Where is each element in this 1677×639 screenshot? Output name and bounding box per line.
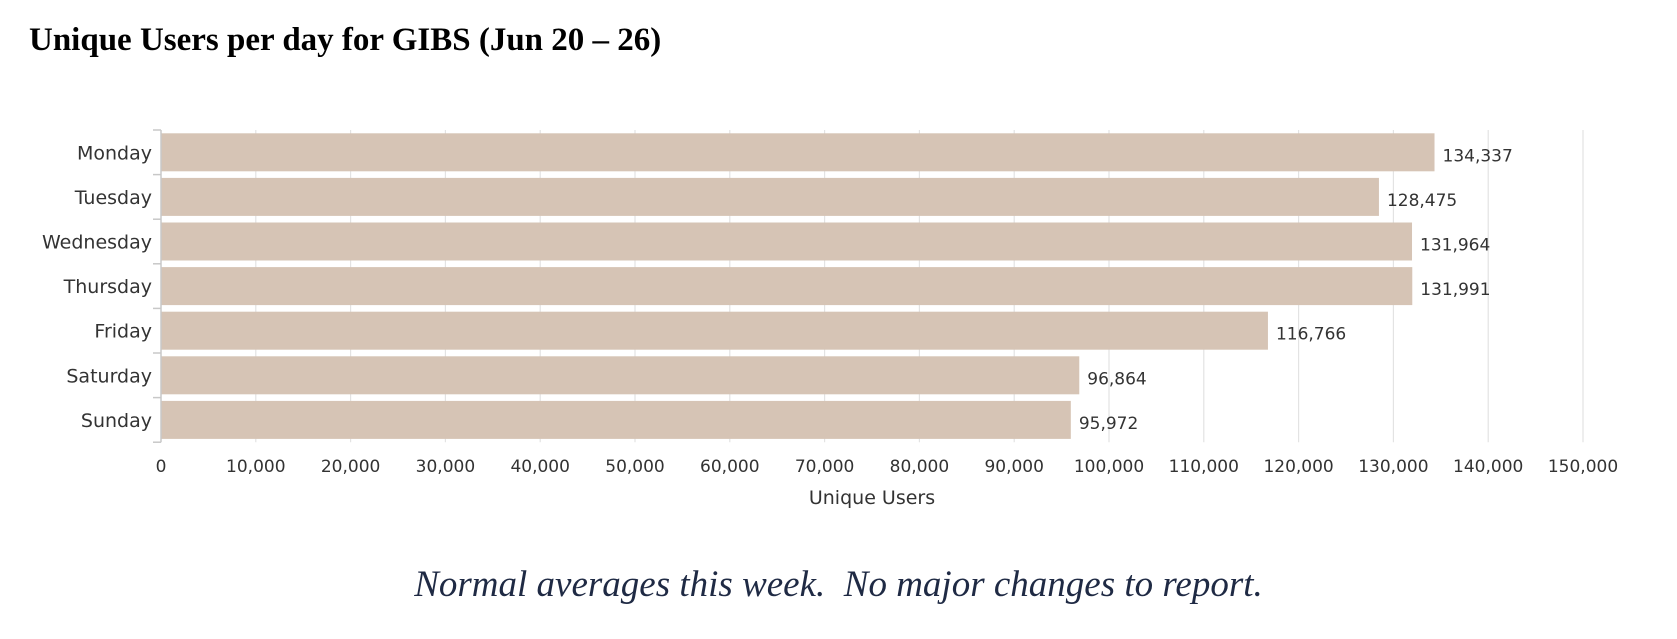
x-tick-label: 100,000 (1074, 457, 1144, 477)
x-tick-label: 110,000 (1169, 457, 1239, 477)
page-title: Unique Users per day for GIBS (Jun 20 – … (29, 22, 662, 58)
x-tick-label: 90,000 (984, 457, 1043, 477)
x-tick-label: 60,000 (700, 457, 759, 477)
data-label: 96,864 (1087, 369, 1146, 389)
data-label: 128,475 (1387, 191, 1457, 211)
x-tick-label: 150,000 (1548, 457, 1618, 477)
x-tick-label: 130,000 (1358, 457, 1428, 477)
bar (161, 267, 1413, 306)
x-tick-label: 140,000 (1453, 457, 1523, 477)
bar (161, 222, 1413, 261)
data-label: 131,991 (1420, 280, 1490, 300)
bars (161, 133, 1435, 439)
x-tick-label: 0 (156, 457, 167, 477)
x-tick-label: 30,000 (416, 457, 475, 477)
bar-chart: 0 10,000 20,000 30,000 40,000 50,000 60,000 70,… (42, 129, 1618, 509)
summary-note: Normal averages this week. No major chan… (414, 564, 1263, 605)
category-label: Saturday (66, 365, 152, 387)
x-tick-label: 120,000 (1263, 457, 1333, 477)
bar (161, 356, 1080, 395)
x-tick-label: 20,000 (321, 457, 380, 477)
x-tick-label: 50,000 (605, 457, 664, 477)
data-label: 131,964 (1420, 236, 1490, 256)
bar (161, 177, 1379, 216)
data-label: 116,766 (1276, 325, 1346, 345)
labels: 0 10,000 20,000 30,000 40,000 50,000 60,000 70,… (42, 142, 1618, 477)
category-label: Sunday (81, 410, 152, 432)
axes (153, 129, 162, 443)
x-axis-title: Unique Users (809, 487, 935, 509)
bar (161, 133, 1435, 172)
category-label: Friday (94, 321, 152, 343)
x-tick-label: 70,000 (795, 457, 854, 477)
category-label: Tuesday (74, 187, 152, 209)
x-tick-label: 10,000 (226, 457, 285, 477)
data-label: 134,337 (1443, 146, 1513, 166)
category-label: Monday (77, 142, 152, 164)
x-tick-label: 40,000 (510, 457, 569, 477)
category-label: Wednesday (42, 232, 152, 254)
x-tick-label: 80,000 (890, 457, 949, 477)
bar (161, 311, 1268, 350)
category-label: Thursday (63, 276, 152, 298)
data-label: 95,972 (1079, 414, 1138, 434)
bar (161, 400, 1071, 439)
